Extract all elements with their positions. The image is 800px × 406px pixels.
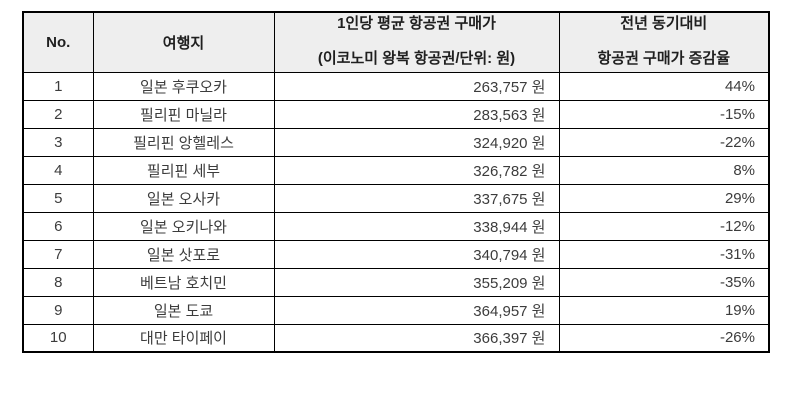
table-row: 1 일본 후쿠오카 263,757 원 44%	[22, 71, 770, 101]
col-header-no: No.	[22, 11, 94, 73]
row-destination: 필리핀 세부	[92, 155, 275, 185]
table-body: 1 일본 후쿠오카 263,757 원 44% 2 필리핀 마닐라 283,56…	[22, 71, 770, 353]
row-no: 6	[22, 211, 94, 241]
row-change: -12%	[558, 211, 770, 241]
row-change: -31%	[558, 239, 770, 269]
row-destination: 필리핀 앙헬레스	[92, 127, 275, 157]
row-price: 283,563 원	[273, 99, 560, 129]
row-change: -26%	[558, 323, 770, 353]
row-change: -35%	[558, 267, 770, 297]
col-header-destination: 여행지	[92, 11, 275, 73]
table-row: 6 일본 오키나와 338,944 원 -12%	[22, 211, 770, 241]
table-row: 2 필리핀 마닐라 283,563 원 -15%	[22, 99, 770, 129]
row-change: -22%	[558, 127, 770, 157]
row-price: 324,920 원	[273, 127, 560, 157]
col-header-change: 전년 동기대비 항공권 구매가 증감율	[558, 11, 770, 73]
header-row: No. 여행지 1인당 평균 항공권 구매가 (이코노미 왕복 항공권/단위: …	[22, 11, 770, 73]
table-row: 10 대만 타이페이 366,397 원 -26%	[22, 323, 770, 353]
col-header-price: 1인당 평균 항공권 구매가 (이코노미 왕복 항공권/단위: 원)	[273, 11, 560, 73]
table-row: 5 일본 오사카 337,675 원 29%	[22, 183, 770, 213]
table-row: 9 일본 도쿄 364,957 원 19%	[22, 295, 770, 325]
row-destination: 베트남 호치민	[92, 267, 275, 297]
table-row: 7 일본 삿포로 340,794 원 -31%	[22, 239, 770, 269]
row-destination: 일본 오키나와	[92, 211, 275, 241]
col-header-change-line2: 항공권 구매가 증감율	[597, 50, 731, 68]
row-no: 4	[22, 155, 94, 185]
row-no: 2	[22, 99, 94, 129]
row-destination: 일본 도쿄	[92, 295, 275, 325]
col-header-price-line2: (이코노미 왕복 항공권/단위: 원)	[317, 50, 516, 68]
row-destination: 일본 삿포로	[92, 239, 275, 269]
row-price: 366,397 원	[273, 323, 560, 353]
row-price: 263,757 원	[273, 71, 560, 101]
row-change: 44%	[558, 71, 770, 101]
row-price: 355,209 원	[273, 267, 560, 297]
row-no: 9	[22, 295, 94, 325]
col-header-price-line1: 1인당 평균 항공권 구매가	[337, 15, 496, 33]
col-header-change-line1: 전년 동기대비	[620, 15, 708, 33]
table-row: 4 필리핀 세부 326,782 원 8%	[22, 155, 770, 185]
airfare-table: No. 여행지 1인당 평균 항공권 구매가 (이코노미 왕복 항공권/단위: …	[22, 11, 770, 353]
row-price: 326,782 원	[273, 155, 560, 185]
row-no: 7	[22, 239, 94, 269]
row-change: 29%	[558, 183, 770, 213]
row-destination: 필리핀 마닐라	[92, 99, 275, 129]
table-row: 8 베트남 호치민 355,209 원 -35%	[22, 267, 770, 297]
row-price: 338,944 원	[273, 211, 560, 241]
row-change: 19%	[558, 295, 770, 325]
row-no: 10	[22, 323, 94, 353]
row-destination: 일본 오사카	[92, 183, 275, 213]
row-destination: 일본 후쿠오카	[92, 71, 275, 101]
row-destination: 대만 타이페이	[92, 323, 275, 353]
table-row: 3 필리핀 앙헬레스 324,920 원 -22%	[22, 127, 770, 157]
row-no: 1	[22, 71, 94, 101]
row-change: -15%	[558, 99, 770, 129]
row-change: 8%	[558, 155, 770, 185]
row-price: 337,675 원	[273, 183, 560, 213]
row-price: 340,794 원	[273, 239, 560, 269]
row-price: 364,957 원	[273, 295, 560, 325]
row-no: 5	[22, 183, 94, 213]
row-no: 3	[22, 127, 94, 157]
row-no: 8	[22, 267, 94, 297]
